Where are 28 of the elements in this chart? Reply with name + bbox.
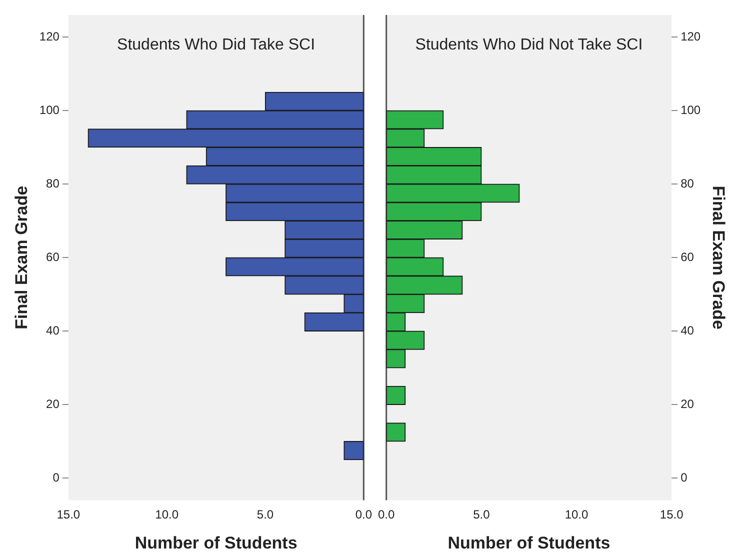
y-tick-label: 60	[46, 250, 60, 264]
x-tick-label: 5.0	[473, 508, 490, 522]
x-tick-label: 10.0	[155, 508, 179, 522]
y-tick-label: 120	[39, 29, 60, 44]
y-tick-label: 0	[680, 470, 688, 484]
y-tick-label: 60	[680, 250, 694, 264]
x-tick-label: 10.0	[564, 508, 588, 522]
x-tick-label: 0.0	[355, 508, 372, 522]
y-axis-title: Final Exam Grade	[12, 186, 31, 330]
y-tick-label: 80	[680, 176, 694, 190]
text: Students Who Did Not Take SCI	[415, 36, 643, 54]
y-tick-label: 120	[680, 29, 701, 44]
x-axis-title: Number of Students	[134, 533, 298, 552]
y-tick-label: 100	[39, 102, 60, 117]
y-tick-label: 100	[680, 102, 701, 117]
x-tick-label: 0.0	[378, 508, 396, 522]
x-axis-title: Number of Students	[448, 533, 610, 552]
x-tick-label: 15.0	[660, 508, 684, 522]
text: Students Who Did Take SCI	[117, 36, 316, 54]
x-tick-label: 5.0	[256, 508, 274, 522]
y-tick-label: 20	[46, 396, 60, 411]
x-tick-label: 15.0	[56, 508, 80, 522]
y-tick-label: 40	[46, 323, 60, 338]
y-tick-label: 0	[52, 470, 60, 484]
y-tick-label: 20	[680, 396, 694, 411]
y-axis-title: Final Exam Grade	[709, 186, 728, 330]
y-tick-label: 40	[680, 323, 694, 338]
y-tick-label: 80	[46, 176, 60, 190]
